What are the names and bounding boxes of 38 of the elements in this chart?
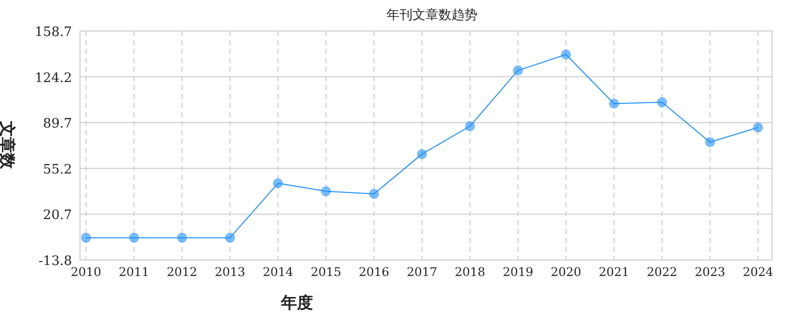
point: [129, 232, 139, 243]
x-tick-label: 2015: [310, 265, 342, 279]
x-tick-label: 2012: [166, 265, 198, 279]
point: [273, 178, 283, 188]
y-tick-label: 55.2: [43, 162, 72, 178]
x-tick-label: 2013: [214, 265, 246, 279]
point: [225, 232, 235, 243]
x-tick-label: 2016: [358, 265, 390, 279]
point: [177, 232, 187, 243]
point: [657, 97, 667, 108]
x-tick-label: 2019: [502, 265, 534, 279]
chart-title: 年刊文章数趋势: [386, 8, 478, 23]
x-tick-label: 2014: [262, 265, 294, 279]
x-tick-label: 2011: [118, 265, 150, 279]
x-tick-label: 2023: [694, 265, 726, 279]
y-tick-label: -13.8: [38, 254, 72, 269]
y-tick-label: 20.7: [43, 208, 72, 224]
x-tick-label: 2018: [454, 265, 486, 279]
x-tick-label: 2024: [742, 265, 774, 279]
y-tick-label: 158.7: [34, 25, 72, 40]
point: [609, 98, 619, 109]
x-tick-label: 2017: [406, 265, 438, 279]
point: [417, 149, 427, 160]
point: [465, 121, 475, 132]
point: [561, 49, 571, 60]
point: [321, 186, 331, 196]
y-tick-label: 89.7: [43, 116, 72, 132]
x-tick-label: 2010: [70, 265, 102, 279]
point: [705, 137, 715, 148]
point: [513, 65, 523, 76]
x-axis-title: 年度: [280, 293, 313, 312]
point: [81, 232, 91, 243]
x-tick-label: 2021: [598, 265, 630, 279]
x-tick-label: 2020: [550, 265, 582, 279]
y-tick-label: 124.2: [34, 70, 72, 86]
x-tick-label: 2022: [646, 265, 678, 279]
point: [753, 122, 763, 133]
point: [369, 188, 379, 199]
